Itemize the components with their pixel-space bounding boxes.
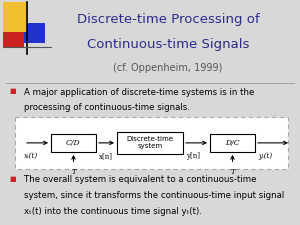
- Text: The overall system is equivalent to a continuous-time: The overall system is equivalent to a co…: [24, 176, 256, 184]
- Bar: [117, 132, 183, 154]
- Text: Discrete-time Processing of: Discrete-time Processing of: [77, 14, 259, 27]
- Text: Continuous-time Signals: Continuous-time Signals: [87, 38, 249, 51]
- Text: x[n]: x[n]: [99, 152, 113, 160]
- Bar: [18, 22, 45, 43]
- Text: system, since it transforms the continuous-time input signal: system, since it transforms the continuo…: [24, 191, 284, 200]
- Text: D/C: D/C: [225, 139, 240, 147]
- Text: T: T: [71, 168, 76, 176]
- Bar: [3, 22, 24, 47]
- Text: yₜ(t): yₜ(t): [258, 152, 272, 160]
- Text: ■: ■: [9, 176, 16, 182]
- Text: xₜ(t): xₜ(t): [24, 152, 38, 160]
- Text: ■: ■: [9, 88, 16, 94]
- Bar: [210, 134, 255, 152]
- Text: Discrete-time
system: Discrete-time system: [127, 136, 173, 149]
- Text: C/D: C/D: [66, 139, 81, 147]
- Text: xₜ(t) into the continuous time signal yₜ(t).: xₜ(t) into the continuous time signal yₜ…: [24, 207, 202, 216]
- Text: (cf. Oppenheim, 1999): (cf. Oppenheim, 1999): [113, 63, 223, 73]
- Bar: [3, 2, 27, 32]
- Text: processing of continuous-time signals.: processing of continuous-time signals.: [24, 104, 190, 112]
- Text: A major application of discrete-time systems is in the: A major application of discrete-time sys…: [24, 88, 254, 97]
- Text: T: T: [230, 168, 235, 176]
- Bar: [51, 134, 96, 152]
- Bar: [15, 117, 288, 169]
- Text: y[n]: y[n]: [186, 152, 200, 160]
